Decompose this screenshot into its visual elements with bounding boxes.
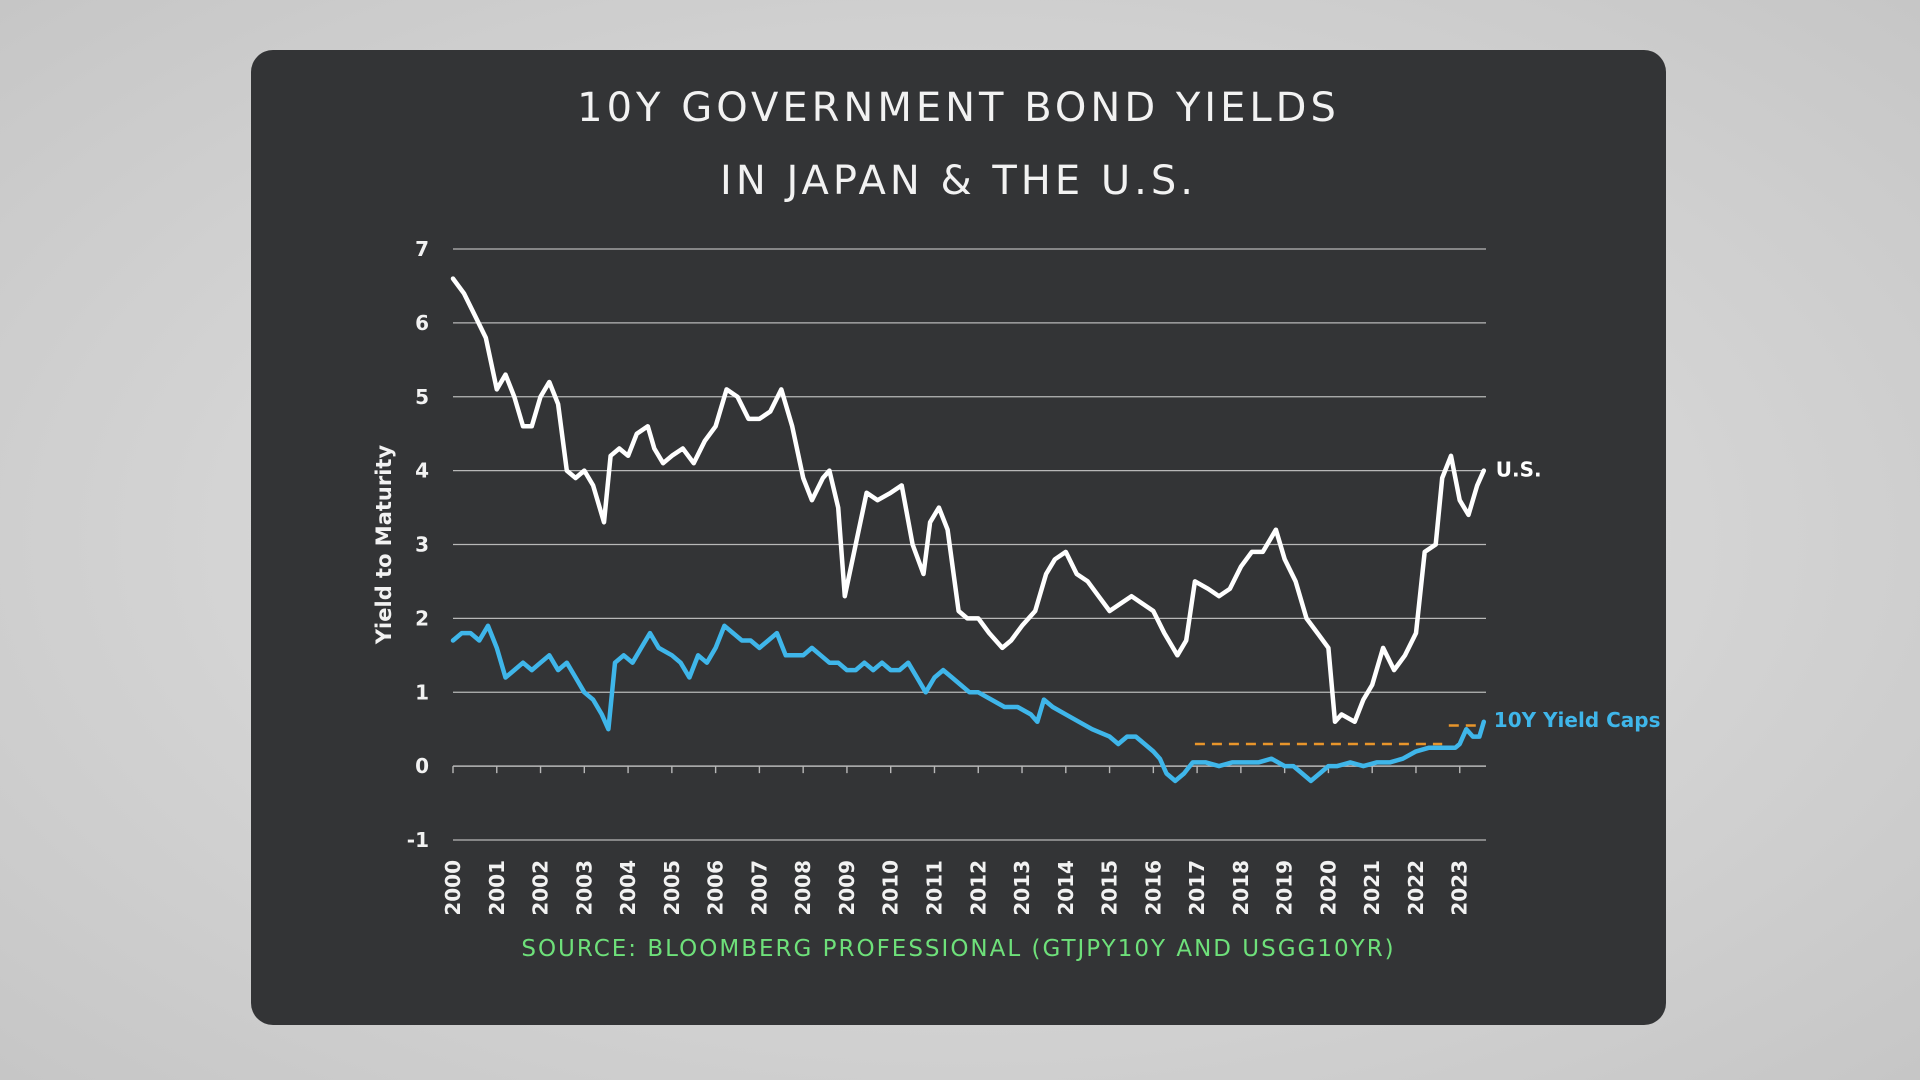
x-tick-label: 2014	[1054, 860, 1078, 916]
y-tick-label: 1	[415, 680, 429, 704]
x-tick-label: 2003	[572, 860, 596, 916]
x-tick-label: 2016	[1141, 860, 1165, 916]
x-tick-label: 2010	[879, 860, 903, 916]
x-tick-label: 2022	[1404, 860, 1428, 916]
y-tick-label: 5	[415, 385, 429, 409]
x-tick-label: 2013	[1010, 860, 1034, 916]
y-tick-label: 6	[415, 311, 429, 335]
y-tick-label: 3	[415, 533, 429, 557]
x-tick-label: 2023	[1448, 860, 1472, 916]
chart-card: 10Y GOVERNMENT BOND YIELDS IN JAPAN & TH…	[251, 50, 1666, 1025]
x-tick-label: 2021	[1360, 860, 1384, 916]
y-tick-label: 4	[415, 459, 429, 483]
y-axis-label: Yield to Maturity	[372, 445, 396, 646]
x-tick-label: 2000	[441, 860, 465, 916]
y-tick-label: 0	[415, 754, 429, 778]
x-tick-label: 2005	[660, 860, 684, 916]
x-tick-label: 2019	[1273, 860, 1297, 916]
chart-title-line-2: IN JAPAN & THE U.S.	[720, 158, 1197, 204]
y-tick-label: 7	[415, 237, 429, 261]
line-chart: -1 0 1 2 3 4 5 6 7 2000 2001 2002 2003 2004 2005 2006 20…	[372, 237, 1661, 916]
series-label-us: U.S.	[1496, 458, 1542, 482]
series-label-japan: 10Y Yield Caps	[1494, 708, 1661, 732]
x-tick-label: 2011	[922, 860, 946, 916]
x-tick-label: 2004	[616, 860, 640, 916]
x-tick-label: 2012	[966, 860, 990, 916]
x-tick-label: 2020	[1316, 860, 1340, 916]
x-tick-label: 2018	[1229, 860, 1253, 916]
x-tick-label: 2002	[529, 860, 553, 916]
x-tick-label: 2017	[1185, 860, 1209, 916]
x-tick-label: 2009	[835, 860, 859, 916]
x-tick-label: 2001	[485, 860, 509, 916]
x-tick-label: 2007	[747, 860, 771, 916]
x-tick-label: 2006	[704, 860, 728, 916]
y-tick-label: -1	[407, 828, 429, 852]
chart-source: SOURCE: BLOOMBERG PROFESSIONAL (GTJPY10Y…	[521, 936, 1396, 962]
y-tick-label: 2	[415, 606, 429, 630]
x-tick-label: 2015	[1098, 860, 1122, 916]
series-line-japan	[450, 623, 1487, 784]
series-line-us	[450, 276, 1487, 725]
x-tick-label: 2008	[791, 860, 815, 916]
chart-title-line-1: 10Y GOVERNMENT BOND YIELDS	[577, 85, 1340, 131]
